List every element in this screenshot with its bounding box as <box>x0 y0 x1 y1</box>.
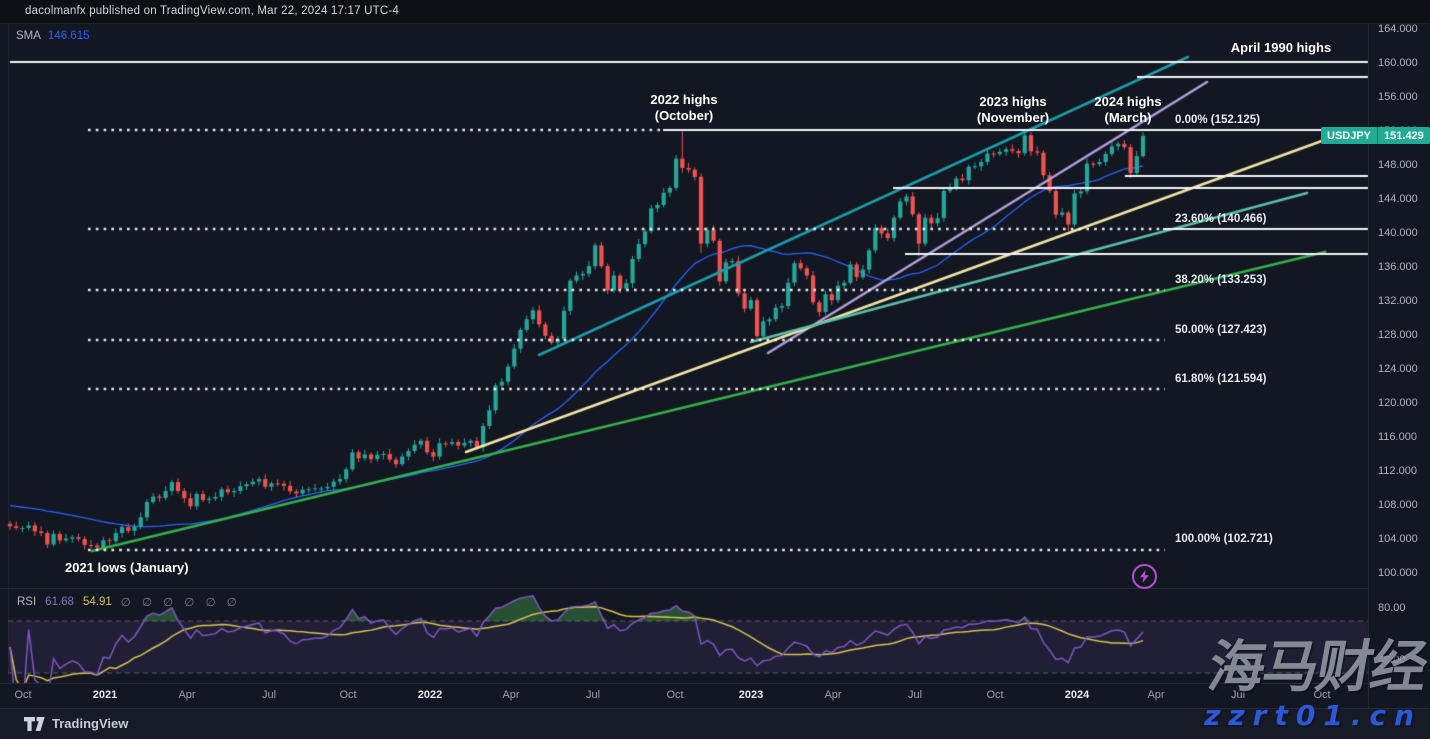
last-price-badge: USDJPY 151.429 <box>1321 127 1430 144</box>
time-axis-label: 2022 <box>417 689 443 701</box>
top-bar: dacolmanfx published on TradingView.com,… <box>0 0 1430 24</box>
price-axis-label: 144.000 <box>1378 193 1418 205</box>
time-axis-label: 2023 <box>738 689 764 701</box>
publish-byline: dacolmanfx published on TradingView.com,… <box>25 5 399 17</box>
callout-line1: 2024 highs <box>1094 94 1162 109</box>
callout-line2: (October) <box>654 107 714 123</box>
price-axis-label: 100.000 <box>1378 567 1418 579</box>
time-axis-label: Jul <box>585 689 601 701</box>
footer-bar <box>0 709 1430 739</box>
price-axis-label: 156.000 <box>1378 91 1418 103</box>
time-axis-label: Apr <box>178 689 196 701</box>
fib-level-label: 50.00% (127.423) <box>1175 324 1267 336</box>
callout-2021-lows: 2021 lows (January) <box>65 560 189 576</box>
time-axis-label: Apr <box>502 689 520 701</box>
price-axis-label: 112.000 <box>1378 465 1417 477</box>
fib-level-label: 0.00% (152.125) <box>1175 114 1261 126</box>
callout-2023-highs: 2023 highs (November) <box>977 94 1049 125</box>
watermark-cjk: 海马财经 <box>1203 635 1430 700</box>
price-axis-label: 108.000 <box>1378 499 1418 511</box>
rsi-legend-label: RSI <box>17 596 37 608</box>
lightning-icon <box>1140 570 1149 583</box>
time-axis-label: 2024 <box>1064 689 1090 701</box>
price-axis-label: 116.000 <box>1378 431 1417 443</box>
fib-level-label: 38.20% (133.253) <box>1175 274 1267 286</box>
callout-line1: 2021 lows (January) <box>65 560 189 575</box>
sma-legend-label: SMA <box>16 30 41 42</box>
badge-symbol: USDJPY <box>1327 129 1372 142</box>
price-axis-label: 140.000 <box>1378 227 1418 239</box>
time-axis-label: Jul <box>1230 689 1246 701</box>
sma-legend: SMA 146.615 <box>16 30 90 42</box>
footer-divider <box>0 708 1430 709</box>
price-axis-label: 104.000 <box>1378 533 1418 545</box>
price-axis-label: 160.000 <box>1378 57 1418 69</box>
rsi-hidden-params: ∅ ∅ ∅ ∅ ∅ ∅ <box>120 597 241 609</box>
time-axis-label: Oct <box>14 689 32 701</box>
boost-button[interactable] <box>1132 564 1157 589</box>
callout-2024-highs: 2024 highs (March) <box>1094 94 1161 125</box>
time-axis-label: Apr <box>824 689 842 701</box>
rsi-axis-label: 40.00 <box>1378 654 1406 666</box>
pane-divider-rsi[interactable] <box>0 588 1368 589</box>
tradingview-logo-icon <box>24 716 45 731</box>
callout-line1: 2022 highs <box>650 92 718 107</box>
callout-line1: April 1990 highs <box>1230 40 1332 55</box>
watermark-url: zzrt01.cn <box>1204 699 1422 732</box>
callout-line2: (March) <box>1104 109 1152 125</box>
fib-level-label: 61.80% (121.594) <box>1175 373 1267 385</box>
fib-level-label: 100.00% (102.721) <box>1175 533 1273 545</box>
rsi-value: 61.68 <box>45 596 74 608</box>
time-axis-label: Oct <box>339 689 357 701</box>
rsi-axis-label: 80.00 <box>1378 602 1406 614</box>
callout-april-1990-highs: April 1990 highs <box>1231 40 1331 56</box>
time-axis-label: Jul <box>261 689 277 701</box>
fib-level-label: 23.60% (140.466) <box>1175 213 1267 225</box>
badge-divider <box>1377 127 1379 144</box>
price-axis-label: 136.000 <box>1378 261 1418 273</box>
callout-line2: (November) <box>976 109 1050 125</box>
tradingview-logo-text: TradingView <box>52 716 129 731</box>
time-axis-label: Apr <box>1147 689 1165 701</box>
callout-line1: 2023 highs <box>979 94 1047 109</box>
price-axis-label: 148.000 <box>1378 159 1418 171</box>
price-axis-label: 124.000 <box>1378 363 1418 375</box>
price-axis-label: 120.000 <box>1378 397 1418 409</box>
sma-legend-value: 146.615 <box>47 30 90 42</box>
time-axis-label: Jul <box>907 689 923 701</box>
time-axis-label: Oct <box>666 689 684 701</box>
price-scale-border <box>1368 23 1369 708</box>
pane-divider-timescale <box>0 683 1368 684</box>
callout-2022-highs: 2022 highs (October) <box>650 92 717 123</box>
price-axis-label: 164.000 <box>1378 23 1418 35</box>
price-axis-label: 128.000 <box>1378 329 1418 341</box>
tradingview-logo-link[interactable]: TradingView <box>24 716 128 731</box>
rsi-legend: RSI 61.68 54.91 ∅ ∅ ∅ ∅ ∅ ∅ <box>17 595 241 609</box>
time-axis-label: 2021 <box>92 689 118 701</box>
price-axis-label: 132.000 <box>1378 295 1418 307</box>
time-axis-label: Oct <box>986 689 1004 701</box>
rsi-ma-value: 54.91 <box>82 596 112 608</box>
time-axis-label: Oct <box>1313 689 1331 701</box>
badge-price: 151.429 <box>1384 129 1424 142</box>
